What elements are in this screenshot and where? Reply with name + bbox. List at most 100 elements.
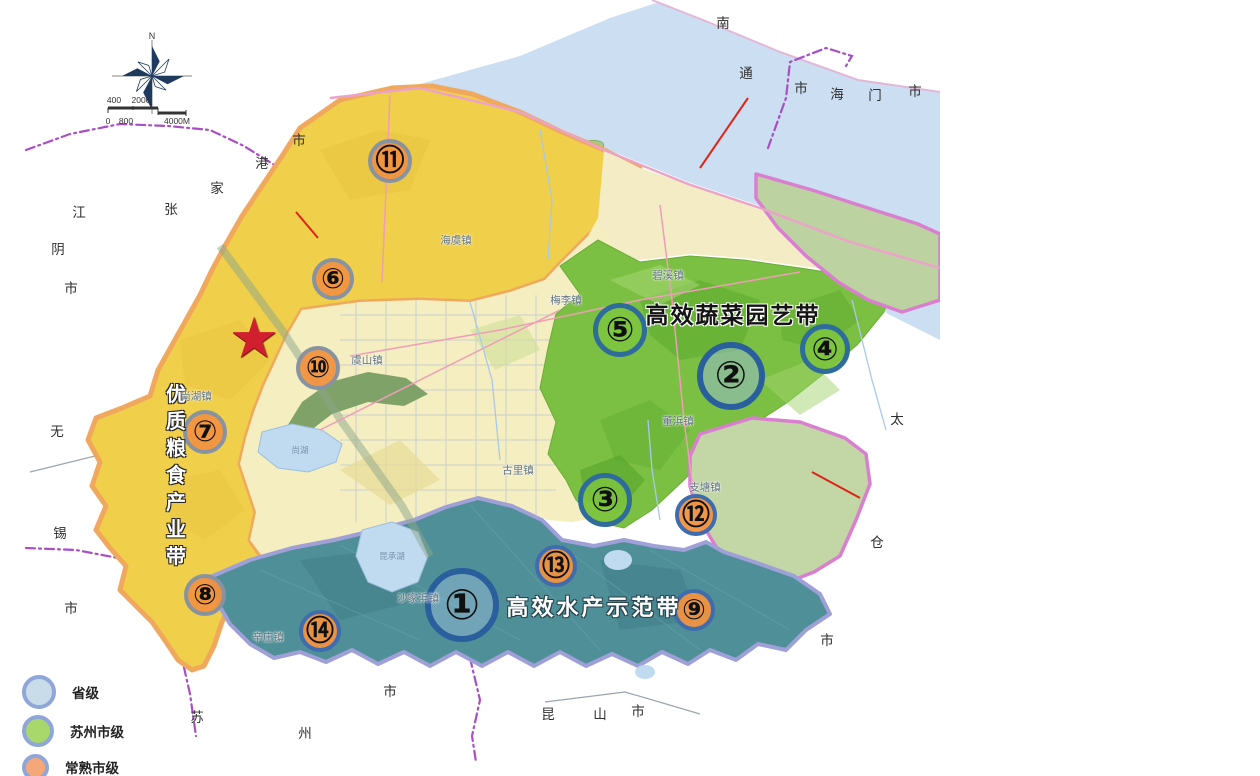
town-label: 支塘镇 [689, 481, 721, 494]
city-label-char: 仓 [870, 535, 884, 550]
level-legend-label: 常熟市级 [65, 761, 119, 776]
city-label-char: 市 [64, 281, 78, 296]
innovation-center-star-icon: ★ [229, 306, 280, 369]
map-marker-number: ⑦ [192, 415, 218, 448]
legend-item-14: ⑭江苏常熟国家农业科技园区辛庄现代渔业产业园 [940, 724, 1260, 774]
city-label-char: 家 [210, 181, 224, 196]
level-legend-label: 苏州市级 [70, 725, 124, 740]
town-label: 海虞镇 [440, 234, 472, 247]
town-label: 古里镇 [502, 464, 534, 477]
legend-item-8: ⑧江苏常熟国家农业科技园区辛庄现代农业综合示范区 [940, 420, 1260, 470]
map-marker-number: ② [714, 355, 748, 397]
city-label-char: 昆 [541, 707, 555, 722]
city-label-char: 市 [794, 81, 808, 96]
compass-north-label: N [148, 31, 156, 41]
legend-item-2: ②江苏常熟国家农业科技园区董浜蔬菜科技园 [940, 116, 1260, 166]
map-marker-13: ⑬ [535, 545, 577, 587]
lake-label: 尚湖 [291, 445, 309, 455]
map-marker-9: ⑨ [673, 589, 715, 631]
city-label-char: 无 [50, 424, 64, 439]
zone-label-2: 高效蔬菜园艺带 [645, 302, 821, 328]
map-annotations: ① ② ③ ④ ⑤ ⑥ ⑦ ⑧ ⑨ ⑩ ⑪ ⑫ ⑬ ⑭ ★ 优质粮食产业带 高效蔬菜园艺带高效水产示范带 虞山镇 海… [50, 16, 922, 741]
city-label-char: 港 [255, 156, 269, 171]
map-marker-2: ② [697, 342, 765, 410]
city-label-char: 苏 [190, 710, 204, 725]
city-label-char: 太 [890, 412, 904, 427]
map-marker-5: ⑤ [593, 303, 647, 357]
map-marker-6: ⑥ [312, 258, 354, 300]
map-marker-number: ⑤ [605, 311, 635, 349]
town-label: 董浜镇 [662, 415, 694, 428]
town-label: 辛庄镇 [252, 631, 284, 644]
city-label-char: 市 [820, 633, 834, 648]
level-legend-circle-icon [22, 715, 54, 747]
map-marker-4: ④ [800, 324, 850, 374]
map-marker-14: ⑭ [299, 610, 341, 652]
scale-label: 0 [105, 116, 111, 126]
scale-label: 2000 [131, 95, 151, 105]
map-marker-8: ⑧ [184, 574, 226, 616]
town-label: 尚湖镇 [180, 390, 212, 403]
map-marker-10: ⑩ [296, 346, 340, 390]
city-label-char: 市 [292, 133, 306, 148]
zone-label-1: 优质粮食产业带 [166, 384, 186, 568]
level-legend-item-provincial: 省级 [22, 675, 99, 709]
map-marker-7: ⑦ [183, 410, 227, 454]
city-label-char: 张 [164, 202, 178, 217]
map-marker-number: ⑫ [681, 499, 710, 530]
map-marker-12: ⑫ [675, 494, 717, 536]
map-marker-1: ① [425, 568, 499, 642]
scale-label: 800 [118, 116, 134, 126]
map-canvas: ① ② ③ ④ ⑤ ⑥ ⑦ ⑧ ⑨ ⑩ ⑪ ⑫ ⑬ ⑭ ★ 优质粮食产业带 高效蔬菜园艺带高效水产示范带 虞山镇 海… [24, 0, 940, 764]
legend-item-4: ④江苏常熟国家农业科技园区碧溪现代设施农业科技园 [940, 218, 1260, 268]
city-label-char: 市 [64, 601, 78, 616]
legend-item-1: ①江苏常熟国家农业科技园区沙家浜渔业科技园 [940, 66, 1260, 116]
level-legend-item-suzhou: 苏州市级 [22, 715, 124, 747]
map-marker-number: ⑬ [541, 550, 570, 581]
map-marker-number: ⑩ [305, 351, 331, 384]
map-marker-3: ③ [578, 473, 632, 527]
legend-item-11: ⑪江苏常熟国家农业科技园区海虞现代农业产业园 [940, 572, 1260, 622]
legend-item-5: ⑤江苏常熟国家农业科技园区梅李高效设施蔬菜产业园 [940, 268, 1260, 318]
city-label-char: 阴 [51, 242, 65, 257]
map-marker-number: ⑭ [305, 615, 334, 646]
map-marker-number: ⑪ [375, 144, 405, 177]
town-label: 碧溪镇 [652, 269, 684, 282]
scale-label: 400 [106, 95, 122, 105]
map-marker-number: ③ [590, 481, 620, 519]
city-label-char: 市 [908, 84, 922, 99]
legend-panel: ★江苏常熟国家农业科技园区农业科技创新中心①江苏常熟国家农业科技园区沙家浜渔业科… [940, 0, 1260, 776]
map-marker-number: ① [444, 581, 480, 628]
zone-label-3: 高效水产示范带 [506, 595, 682, 620]
city-label-char: 门 [868, 88, 882, 103]
compass-rose-icon [112, 40, 192, 114]
legend-item-9: ⑨江苏常熟国家农业科技园区支塘高效设施农业科技园 [940, 471, 1260, 521]
lake-label: 昆承湖 [379, 551, 405, 561]
level-legend-item-changshu: 常熟市级 [22, 753, 119, 776]
city-label-char: 通 [739, 66, 753, 81]
map-marker-number: ⑧ [193, 579, 217, 610]
map-marker-11: ⑪ [368, 139, 412, 183]
city-label-char: 锡 [53, 526, 67, 541]
map-marker-number: ⑨ [682, 594, 706, 625]
legend-item-6: ⑥江苏常熟国家农业科技园区虞山都市生态农业产业园 [940, 319, 1260, 369]
legend-item-10: ⑩江苏常熟国家农业科技园区虞山尚湖休闲农业产业园 [940, 521, 1260, 571]
map-marker-number: ④ [811, 331, 839, 367]
town-label: 梅李镇 [550, 294, 582, 307]
map-marker-number: ⑥ [321, 263, 345, 294]
scale-bar [107, 106, 187, 116]
scale-label: 4000M [164, 116, 190, 126]
legend-item-star: ★江苏常熟国家农业科技园区农业科技创新中心 [940, 15, 1260, 65]
town-label: 沙家浜镇 [397, 592, 439, 605]
city-label-char: 南 [716, 16, 730, 31]
level-legend-circle-icon [22, 753, 49, 776]
city-label-char: 市 [383, 684, 397, 699]
city-label-char: 山 [593, 707, 607, 722]
city-label-char: 江 [72, 205, 86, 220]
city-label-char: 海 [830, 87, 844, 102]
town-label: 虞山镇 [351, 354, 383, 367]
level-legend-label: 省级 [72, 686, 99, 701]
legend-item-7: ⑦江苏常熟国家农业科技园区尚湖现代农业产业园 [940, 369, 1260, 419]
legend-item-3: ③江苏常熟国家农业科技园区古里现代水稻产业园 [940, 167, 1260, 217]
